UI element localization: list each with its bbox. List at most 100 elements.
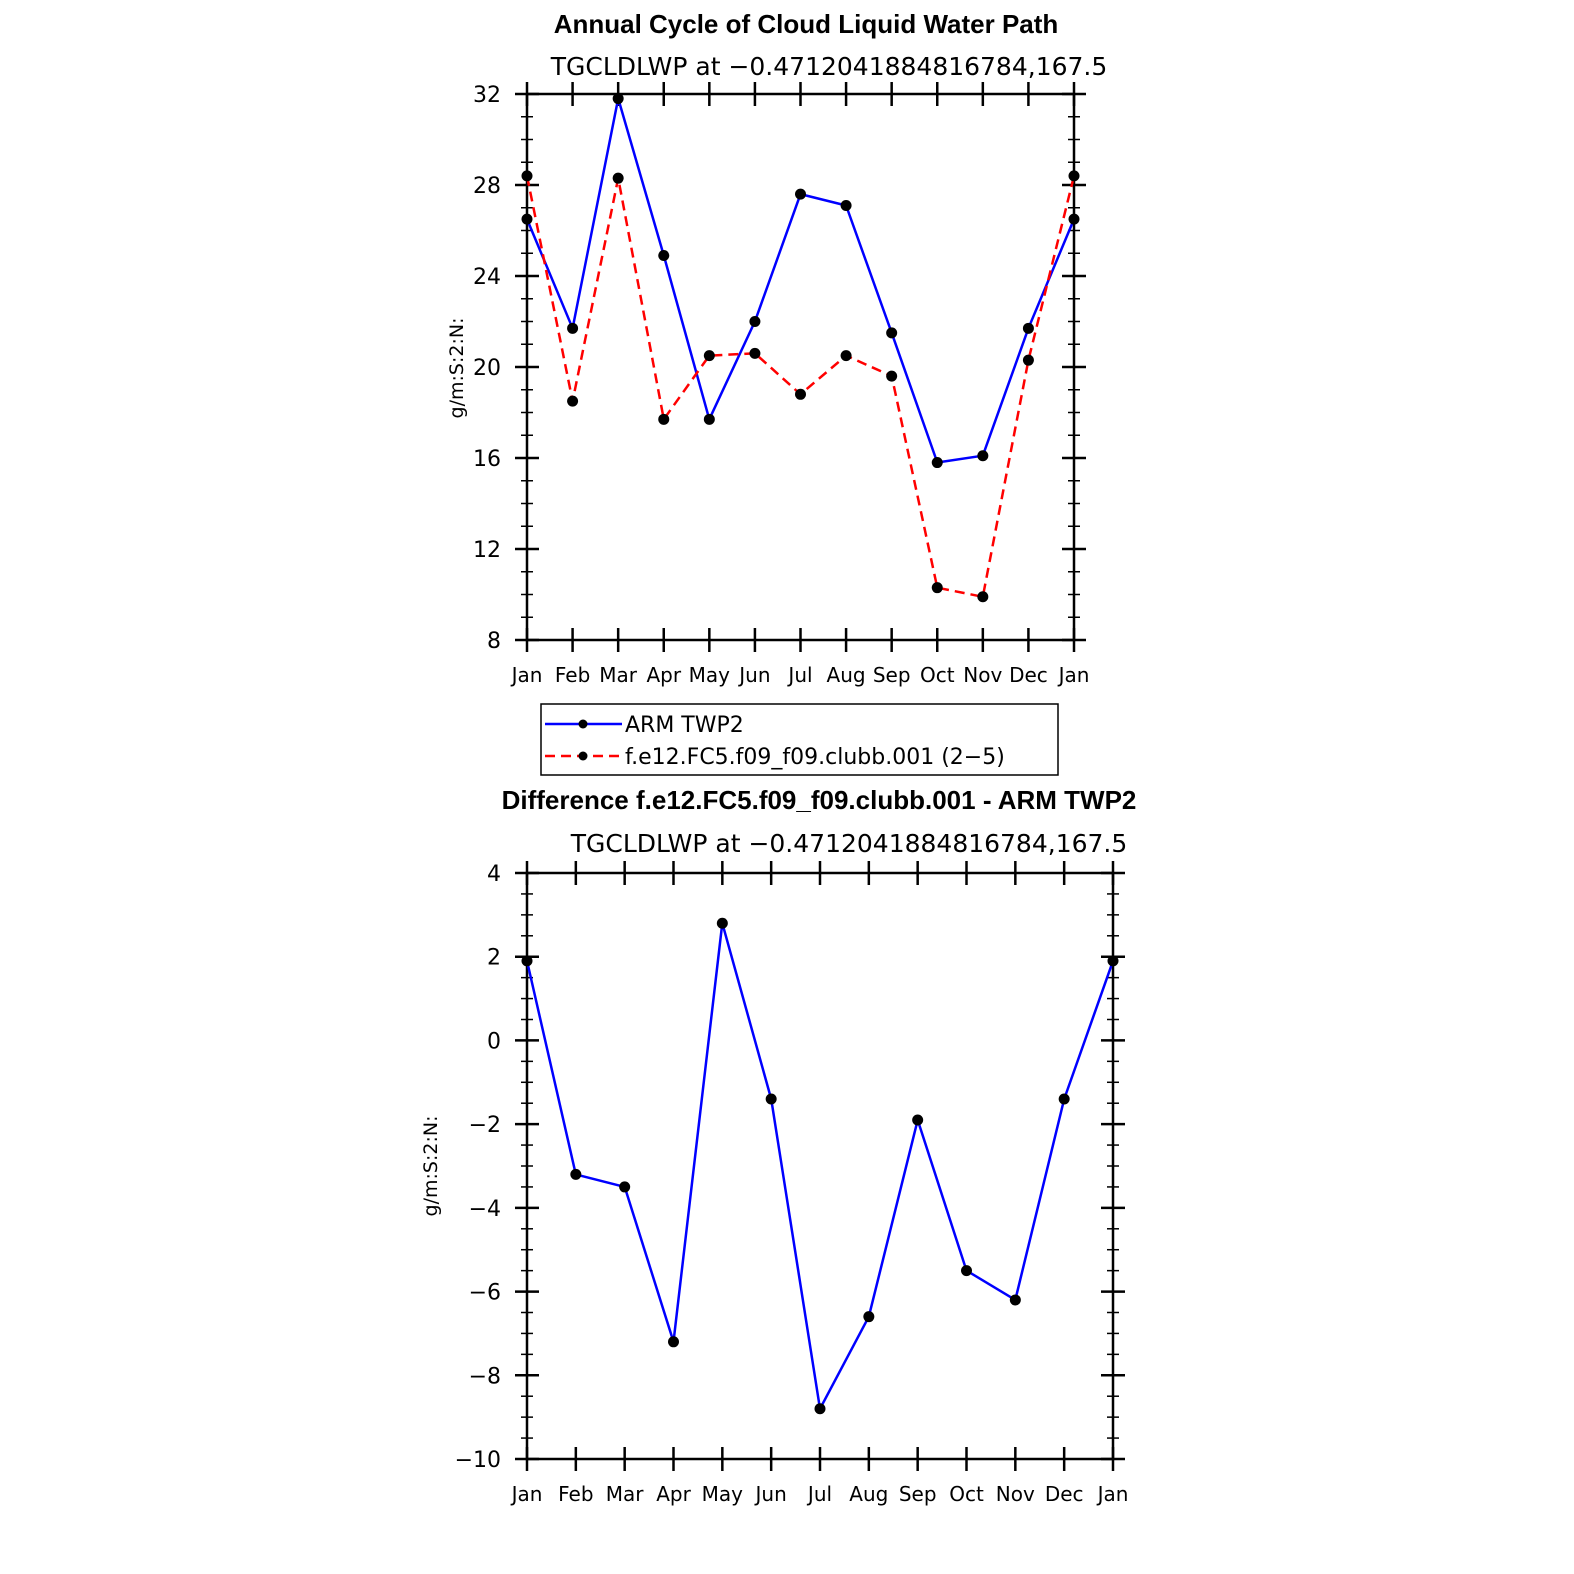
- x-tick-label: Dec: [1045, 1482, 1084, 1506]
- series-2-point: [886, 370, 898, 382]
- y-tick-label: −8: [469, 1364, 501, 1389]
- x-tick-label: May: [702, 1482, 744, 1506]
- chart-1-ticks: [515, 82, 1086, 652]
- x-tick-label: Jun: [737, 663, 770, 687]
- chart-2-series: [521, 917, 1119, 1415]
- chart-1-x-tick-labels: Jan Feb Mar Apr May Jun Jul Aug Sep Oct Nov Dec Jan: [510, 663, 1090, 687]
- chart-1-plot-frame: [525, 92, 1076, 642]
- series-1-point: [961, 1265, 972, 1277]
- x-tick-label: Jan: [510, 1482, 543, 1506]
- series-1-point: [703, 413, 715, 425]
- series-1-point: [1068, 213, 1080, 225]
- series-2-point: [931, 582, 943, 594]
- series-1-point: [977, 450, 989, 462]
- x-tick-label: Jun: [754, 1482, 787, 1506]
- series-2-point: [658, 413, 670, 425]
- series-1-point: [612, 93, 624, 105]
- chart-2-subtitle: TGCLDLWP at −0.4712041884816784,167.5: [570, 829, 1128, 858]
- chart-1: Annual Cycle of Cloud Liquid Water Path …: [446, 9, 1108, 776]
- y-tick-label: 8: [487, 629, 501, 654]
- y-tick-label: 16: [473, 447, 501, 472]
- series-2-point: [795, 388, 806, 400]
- series-1-point: [658, 250, 670, 262]
- series-1-point: [912, 1114, 924, 1126]
- series-1-point: [795, 188, 806, 200]
- series-2-point: [1068, 170, 1080, 182]
- legend-marker-series-1: [578, 719, 588, 729]
- series-2-point: [840, 350, 852, 362]
- legend-label-series-2: f.e12.FC5.f09_f09.clubb.001 (2−5): [625, 745, 1005, 770]
- x-tick-label: Apr: [646, 663, 681, 687]
- y-tick-label: −6: [469, 1281, 501, 1306]
- series-1-point: [619, 1181, 631, 1193]
- chart-2-title: Difference f.e12.FC5.f09_f09.clubb.001 -…: [502, 785, 1137, 815]
- x-tick-label: Dec: [1009, 663, 1048, 687]
- x-tick-label: Jan: [1057, 663, 1090, 687]
- chart-1-title: Annual Cycle of Cloud Liquid Water Path: [554, 9, 1059, 39]
- chart-1-y-axis-label: g/m:S:2:N:: [446, 318, 468, 419]
- y-tick-label: 4: [487, 862, 501, 887]
- series-1-point: [749, 316, 761, 327]
- legend-label-series-1: ARM TWP2: [625, 713, 744, 738]
- series-1-point: [570, 1168, 582, 1180]
- series-2-point: [749, 347, 761, 359]
- chart-1-y-tick-labels: 8 12 16 20 24 28 32: [473, 83, 501, 654]
- y-tick-label: 12: [473, 538, 501, 563]
- x-tick-label: Jan: [1096, 1482, 1129, 1506]
- series-1-point: [1009, 1294, 1021, 1306]
- series-1-point: [765, 1093, 777, 1105]
- series-line-1: [525, 97, 1076, 464]
- chart-2-x-tick-labels: Jan Feb Mar Apr May Jun Jul Aug Sep Oct Nov Dec Jan: [510, 1482, 1129, 1506]
- x-tick-label: Sep: [873, 663, 911, 687]
- y-tick-label: 24: [473, 265, 501, 290]
- y-tick-label: 20: [473, 356, 501, 381]
- x-tick-label: Jul: [806, 1482, 832, 1506]
- series-2-point: [567, 395, 579, 407]
- x-tick-label: Sep: [899, 1482, 937, 1506]
- chart-2-y-tick-labels: −10 −8 −6 −4 −2 0 2 4: [455, 862, 501, 1473]
- series-1-point: [1058, 1093, 1070, 1105]
- series-1-point: [840, 199, 852, 211]
- x-tick-label: Jan: [510, 663, 543, 687]
- chart-1-series: [521, 93, 1080, 603]
- series-1-point: [1022, 322, 1034, 334]
- series-1-point: [886, 327, 898, 339]
- x-tick-label: Feb: [555, 663, 590, 687]
- series-1-point: [521, 213, 533, 225]
- legend-marker-series-2: [578, 751, 588, 761]
- series-2-point: [521, 170, 533, 182]
- chart-1-legend: ARM TWP2 f.e12.FC5.f09_f09.clubb.001 (2−…: [540, 703, 1059, 776]
- x-tick-label: Apr: [656, 1482, 691, 1506]
- series-1-point: [521, 955, 533, 967]
- y-tick-label: 0: [487, 1029, 501, 1054]
- series-2-point: [1022, 354, 1034, 366]
- chart-2-ticks: [515, 861, 1125, 1471]
- chart-2-y-axis-label: g/m:S:2:N:: [420, 1116, 442, 1217]
- x-tick-label: Mar: [599, 663, 638, 687]
- x-tick-label: Nov: [996, 1482, 1035, 1506]
- x-tick-label: Mar: [606, 1482, 645, 1506]
- x-tick-label: Nov: [963, 663, 1002, 687]
- chart-2-plot-frame: [525, 871, 1115, 1461]
- series-line-1: [525, 921, 1115, 1411]
- x-tick-label: Oct: [920, 663, 955, 687]
- chart-2: Difference f.e12.FC5.f09_f09.clubb.001 -…: [420, 785, 1136, 1506]
- series-1-point: [716, 917, 728, 929]
- x-tick-label: Aug: [827, 663, 866, 687]
- y-tick-label: −10: [455, 1448, 501, 1473]
- y-tick-label: −4: [469, 1197, 501, 1222]
- chart-1-subtitle: TGCLDLWP at −0.4712041884816784,167.5: [550, 52, 1108, 81]
- x-tick-label: May: [689, 663, 731, 687]
- x-tick-label: Oct: [949, 1482, 984, 1506]
- x-tick-label: Jul: [786, 663, 812, 687]
- series-line-2: [525, 175, 1076, 599]
- x-tick-label: Feb: [558, 1482, 593, 1506]
- series-2-point: [977, 591, 989, 603]
- y-tick-label: 32: [473, 83, 501, 108]
- series-1-point: [567, 322, 579, 334]
- series-2-point: [612, 172, 624, 184]
- series-2-point: [703, 350, 715, 362]
- series-1-point: [863, 1311, 875, 1323]
- y-tick-label: 2: [487, 946, 501, 971]
